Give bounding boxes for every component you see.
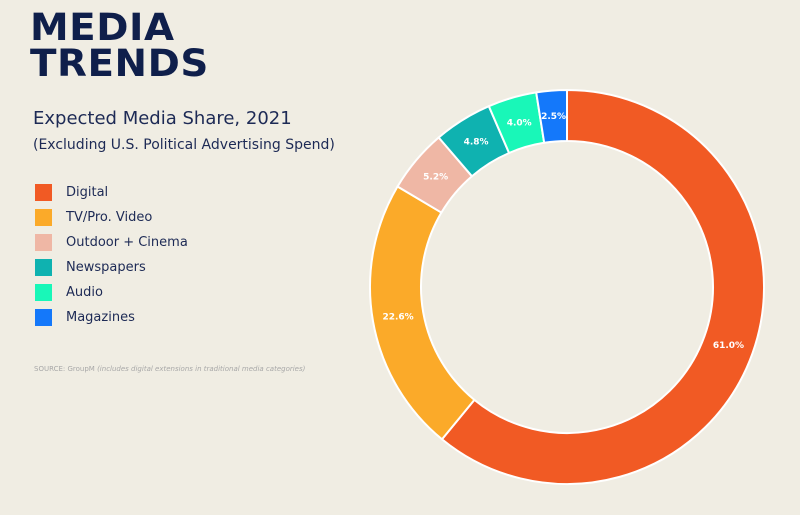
brand-logo: MEDIA TRENDS [30,9,208,82]
legend-swatch [35,309,52,326]
legend-swatch [35,284,52,301]
source-note: SOURCE: GroupM (includes digital extensi… [34,365,305,373]
data-label: 22.6% [382,313,413,323]
legend-label: Magazines [66,310,135,325]
brand-line-2: TRENDS [30,42,209,85]
source-prefix: SOURCE: GroupM [34,365,95,373]
legend-swatch [35,259,52,276]
legend-label: Outdoor + Cinema [66,235,188,250]
source-detail: (includes digital extensions in traditio… [97,365,306,373]
donut-segment-digital [440,88,765,485]
legend-swatch [35,184,52,201]
brand-line-1: MEDIA [30,6,175,49]
data-label: 2.5% [541,112,566,122]
legend-swatch [35,234,52,251]
legend-label: Digital [66,185,109,200]
data-label: 61.0% [713,341,744,351]
data-label: 4.0% [507,118,532,128]
chart-subtitle: (Excluding U.S. Political Advertising Sp… [33,137,335,153]
legend-item: Newspapers [35,255,188,280]
legend-label: TV/Pro. Video [66,210,153,225]
legend-label: Audio [66,285,103,300]
legend-item: Outdoor + Cinema [35,230,188,255]
legend: Digital TV/Pro. Video Outdoor + Cinema News… [35,180,188,330]
chart-title: Expected Media Share, 2021 [33,108,292,129]
legend-item: Audio [35,280,188,305]
donut-segment-magazines [535,88,568,144]
legend-swatch [35,209,52,226]
legend-label: Newspapers [66,260,146,275]
data-label: 5.2% [423,173,448,183]
legend-item: Digital [35,180,188,205]
legend-item: Magazines [35,305,188,330]
legend-item: TV/Pro. Video [35,205,188,230]
data-label: 4.8% [464,138,489,148]
